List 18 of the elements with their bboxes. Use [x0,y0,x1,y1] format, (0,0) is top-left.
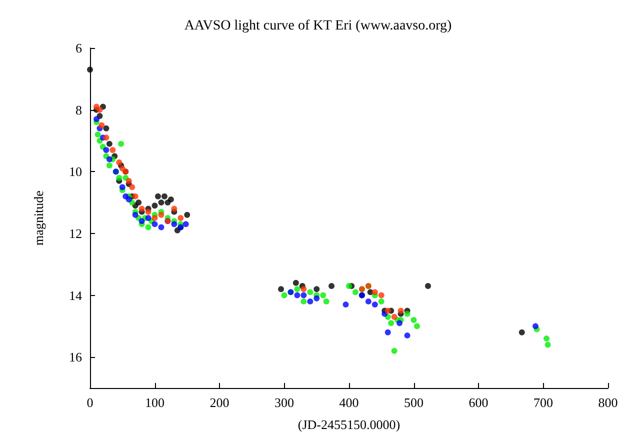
x-tick-label: 700 [534,395,553,410]
x-tick-label: 400 [339,395,359,410]
chart-title: AAVSO light curve of KT Eri (www.aavso.org) [184,18,452,34]
x-tick-label: 0 [86,395,94,410]
x-tick-label: 600 [468,395,488,410]
y-tick-label: 10 [69,164,82,180]
y-tick-label: 6 [76,40,82,56]
x-tick-label: 500 [404,395,424,410]
y-tick-label: 8 [76,102,82,118]
x-axis-title: (JD-2455150.0000) [298,417,400,432]
x-tick-label: 100 [145,395,164,410]
x-tick-label: 300 [274,395,294,410]
y-tick-label: 14 [69,288,82,303]
x-tick-label: 200 [210,395,230,410]
x-tick-label: 800 [598,395,618,410]
y-tick-label: 12 [69,226,82,241]
y-axis-title: magnitude [31,190,46,246]
y-tick-label: 16 [69,350,82,365]
